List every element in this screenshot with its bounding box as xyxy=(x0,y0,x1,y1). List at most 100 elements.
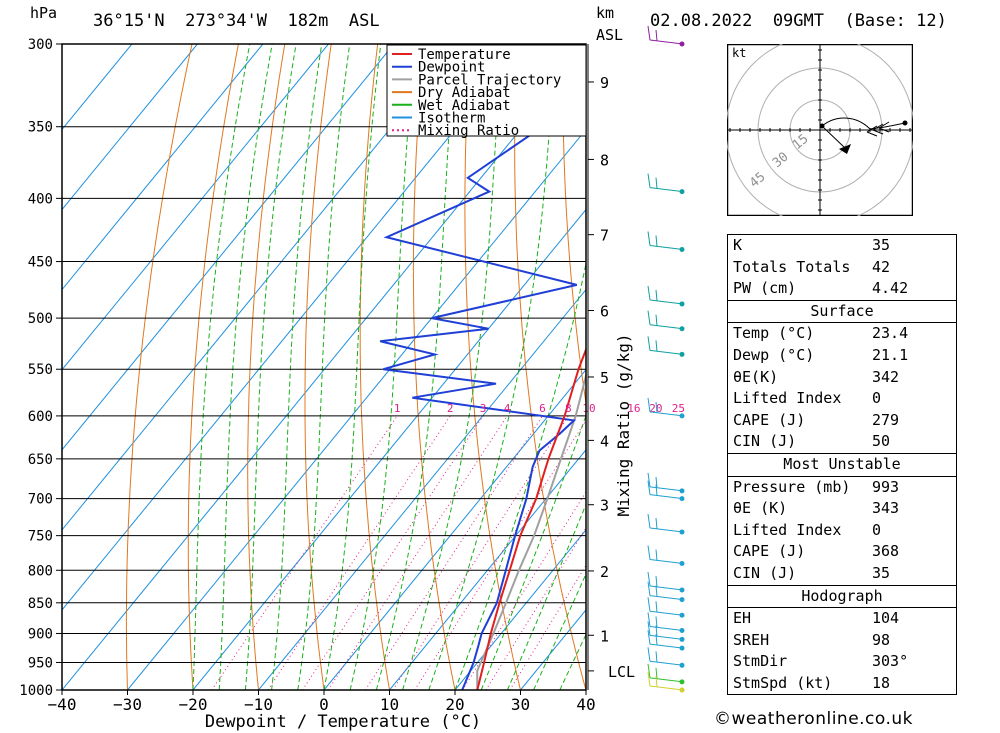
index-value: 42 xyxy=(872,257,891,276)
wind-barb-icon xyxy=(649,595,684,601)
wind-barb-feather xyxy=(655,314,658,326)
legend-box xyxy=(386,44,587,137)
wind-level-dot xyxy=(679,496,685,502)
surface-label: θE(K) xyxy=(733,367,779,386)
legend-entry: Parcel Trajectory xyxy=(418,72,561,88)
most-unstable-row: Pressure (mb) 993 xyxy=(728,477,956,499)
hodograph-trace xyxy=(821,117,906,130)
wind-barb-feather xyxy=(647,545,651,560)
surface-label: CAPE (J) xyxy=(733,410,806,429)
dry-adiabat-line xyxy=(304,44,332,690)
wind-barb-feather xyxy=(647,397,651,412)
mixing-ratio-line xyxy=(267,415,451,690)
pressure-tick-label: 450 xyxy=(28,255,53,271)
index-value: 4.42 xyxy=(872,279,909,298)
mixing-ratio-label: 1 xyxy=(394,402,401,415)
dry-adiabat-line xyxy=(703,44,727,690)
wind-barb-feather xyxy=(655,585,658,597)
lcl-label: LCL xyxy=(608,663,635,681)
most-unstable-row: Lifted Index 0 xyxy=(728,520,956,542)
dry-adiabat-line xyxy=(247,44,286,690)
isotherm-line xyxy=(62,44,198,211)
mixing-ratio-line xyxy=(392,415,569,690)
legend-entry: Mixing Ratio xyxy=(418,123,519,139)
wind-barb-feather xyxy=(647,285,651,301)
isotherm-line xyxy=(62,44,329,371)
surface-value: 23.4 xyxy=(872,324,909,343)
hodograph-row: SREH 98 xyxy=(728,630,956,652)
wind-barb-feather xyxy=(647,671,651,687)
hodograph-value: 98 xyxy=(872,630,891,649)
wind-barb-feather xyxy=(647,480,651,495)
wind-barb-icon xyxy=(649,677,684,683)
mixing-ratio-axis-label: Mixing Ratio (g/kg) xyxy=(614,333,633,516)
mixing-ratio-line xyxy=(327,415,508,690)
hodograph-value: 18 xyxy=(872,673,891,692)
wind-barb-feather xyxy=(655,601,658,613)
pressure-tick-label: 800 xyxy=(28,563,53,579)
pressure-tick-label: 550 xyxy=(28,362,53,378)
asl-unit-label: ASL xyxy=(596,26,624,44)
hodograph-value: 303° xyxy=(872,652,909,671)
isotherm-line xyxy=(454,529,586,690)
hodograph-label: SREH xyxy=(733,630,770,649)
mixing-ratio-line xyxy=(302,415,484,690)
mixing-ratio-label: 3 xyxy=(480,402,487,415)
pressure-tick-label: 350 xyxy=(28,120,53,136)
hodograph-label: StmDir xyxy=(733,652,788,671)
surface-row: Lifted Index 0 xyxy=(728,388,956,410)
pressure-tick-label: 500 xyxy=(28,311,53,327)
dry-adiabat-line xyxy=(125,44,193,690)
wind-barb-feather xyxy=(647,630,651,645)
surface-row: Temp (°C) 23.4 xyxy=(728,323,956,345)
isotherm-line xyxy=(62,44,264,291)
wet-adiabat-line xyxy=(218,44,273,690)
wind-barb-feather xyxy=(655,289,658,301)
wet-adiabat-line xyxy=(559,633,586,690)
hodograph-title: Hodograph xyxy=(728,586,956,609)
wind-level-dot xyxy=(679,662,685,668)
dry-adiabat-line xyxy=(359,44,390,690)
mixing-ratio-label: 4 xyxy=(504,402,511,415)
index-row: K 35 xyxy=(728,235,956,257)
wind-barb-feather xyxy=(655,484,658,496)
wind-barb-feather xyxy=(655,634,658,646)
wind-level-dot xyxy=(679,326,685,332)
wind-barb-feather xyxy=(647,25,651,41)
wind-barb-icon xyxy=(649,411,684,417)
hodograph-row: EH 104 xyxy=(728,608,956,630)
wind-level-dot xyxy=(679,529,685,535)
wind-barb-feather xyxy=(655,625,658,637)
hodograph-label: EH xyxy=(733,609,752,628)
wind-barb-icon xyxy=(649,625,684,631)
index-row: Totals Totals 42 xyxy=(728,257,956,279)
wind-barb-feather xyxy=(655,235,658,247)
most-unstable-value: 343 xyxy=(872,499,900,518)
dry-adiabat-line xyxy=(562,44,586,407)
surface-label: Temp (°C) xyxy=(733,324,815,343)
hodograph-row: StmSpd (kt) 18 xyxy=(728,673,956,695)
location-label: 36°15'N 273°34'W 182m ASL xyxy=(93,11,380,31)
wet-adiabat-line xyxy=(192,44,251,690)
surface-row: Dewp (°C) 21.1 xyxy=(728,345,956,367)
wind-barb-feather xyxy=(655,675,658,688)
legend-entry: Wet Adiabat xyxy=(418,98,511,114)
hodograph-row: StmDir 303° xyxy=(728,651,956,673)
hodograph-storm-vector xyxy=(821,125,846,149)
most-unstable-row: θE (K) 343 xyxy=(728,498,956,520)
surface-value: 21.1 xyxy=(872,345,909,364)
wind-barb-feather xyxy=(647,231,651,246)
wind-barb-feather xyxy=(647,597,651,612)
wind-level-dot xyxy=(679,301,685,307)
storm-motion-icon xyxy=(839,144,851,154)
wind-level-dot xyxy=(679,645,685,651)
mixing-ratio-label: 10 xyxy=(582,402,595,415)
surface-label: CIN (J) xyxy=(733,432,797,451)
wet-adiabat-line xyxy=(271,44,323,690)
pressure-tick-label: 1000 xyxy=(19,683,53,699)
wet-adiabat-line xyxy=(506,503,586,690)
km-tick-label: 5 xyxy=(600,369,609,387)
skewt-diagram: 1 2 3 4 6 8 10 16 20 2530035040045050055060065070… xyxy=(19,25,727,732)
temperature-tick-label: −30 xyxy=(113,695,142,714)
